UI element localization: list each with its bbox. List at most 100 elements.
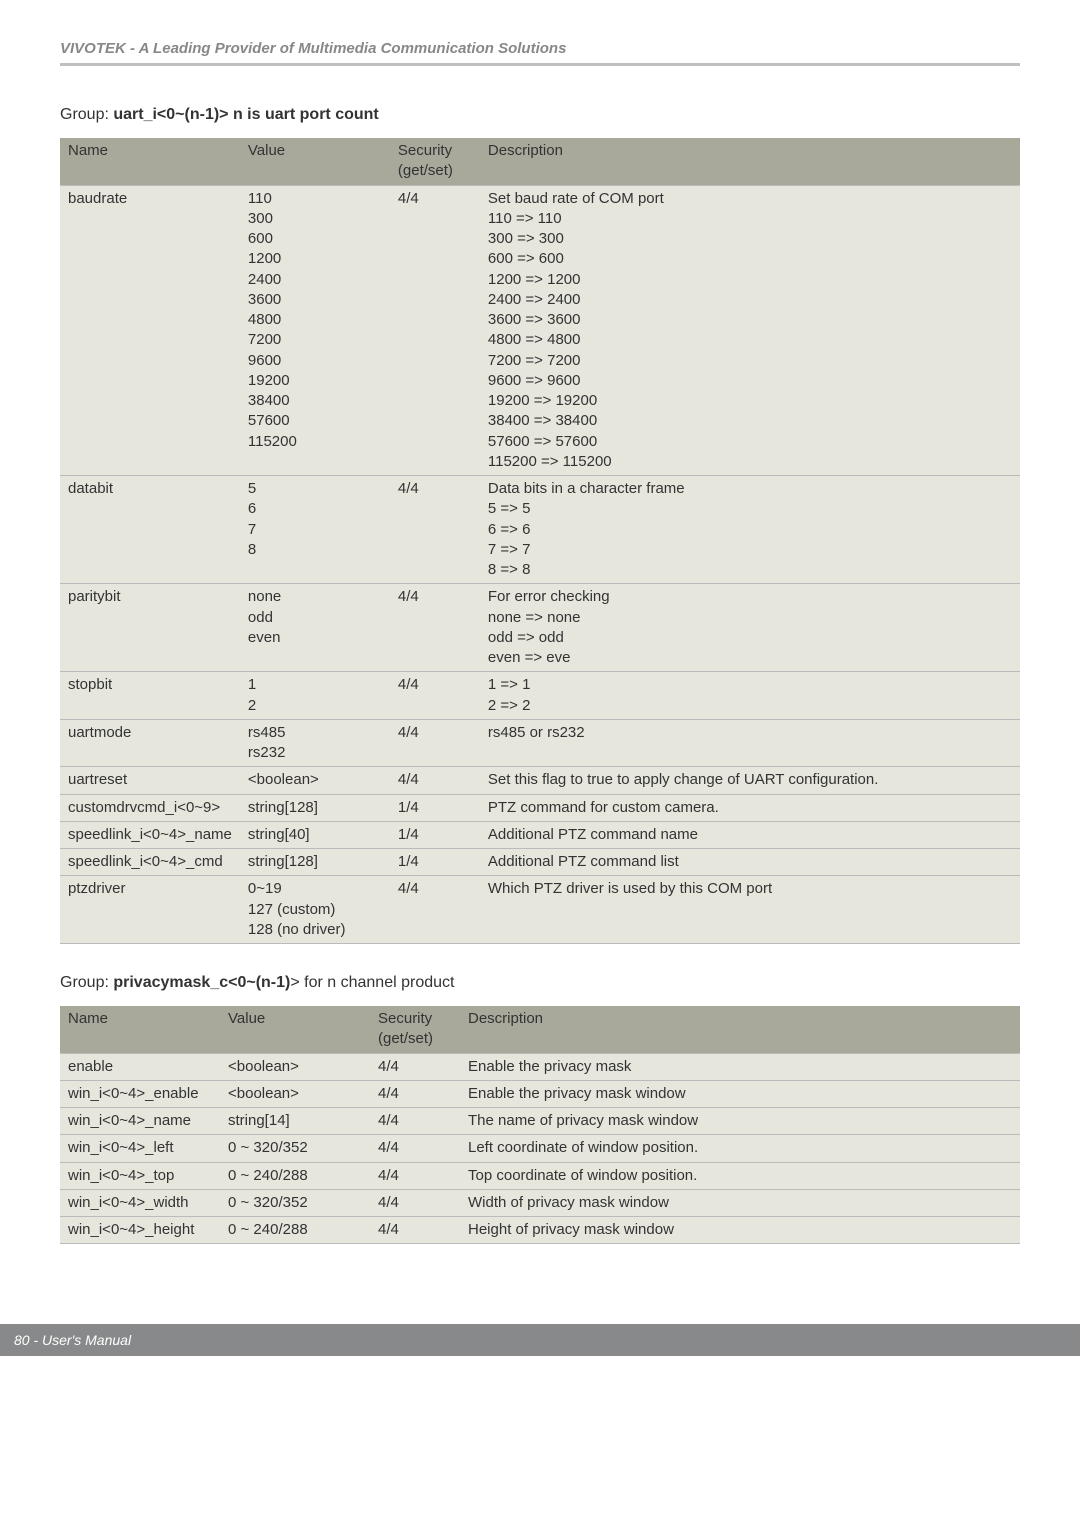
cell-description: PTZ command for custom camera. <box>480 794 1020 821</box>
table-row: win_i<0~4>_width0 ~ 320/3524/4Width of p… <box>60 1189 1020 1216</box>
cell-value: 0 ~ 240/288 <box>220 1217 370 1244</box>
uart-title-prefix: Group: <box>60 106 113 123</box>
uart-group-title: Group: uart_i<0~(n-1)> n is uart port co… <box>60 106 1020 124</box>
cell-description: Enable the privacy mask <box>460 1053 1020 1080</box>
cell-value: <boolean> <box>240 767 390 794</box>
cell-security: 1/4 <box>390 849 480 876</box>
cell-value: string[40] <box>240 821 390 848</box>
col-name-header: Name <box>60 138 240 185</box>
uart-table: Name Value Security (get/set) Descriptio… <box>60 138 1020 944</box>
col-value-header: Value <box>220 1006 370 1053</box>
cell-name: databit <box>60 476 240 584</box>
cell-description: Set this flag to true to apply change of… <box>480 767 1020 794</box>
cell-name: paritybit <box>60 584 240 672</box>
cell-security: 4/4 <box>390 767 480 794</box>
col-security-header: Security (get/set) <box>390 138 480 185</box>
table-row: uartmoders485 rs2324/4rs485 or rs232 <box>60 719 1020 767</box>
cell-name: win_i<0~4>_height <box>60 1217 220 1244</box>
cell-value: 1 2 <box>240 672 390 720</box>
cell-name: customdrvcmd_i<0~9> <box>60 794 240 821</box>
table-row: stopbit1 24/4 1 => 1 2 => 2 <box>60 672 1020 720</box>
cell-security: 4/4 <box>390 719 480 767</box>
table-row: customdrvcmd_i<0~9>string[128]1/4PTZ com… <box>60 794 1020 821</box>
cell-name: uartreset <box>60 767 240 794</box>
col-description-header: Description <box>480 138 1020 185</box>
cell-value: string[14] <box>220 1108 370 1135</box>
cell-description: The name of privacy mask window <box>460 1108 1020 1135</box>
cell-description: Height of privacy mask window <box>460 1217 1020 1244</box>
table-row: win_i<0~4>_enable<boolean>4/4Enable the … <box>60 1080 1020 1107</box>
col-description-header: Description <box>460 1006 1020 1053</box>
cell-description: Which PTZ driver is used by this COM por… <box>480 876 1020 944</box>
cell-security: 4/4 <box>370 1053 460 1080</box>
table-row: speedlink_i<0~4>_cmdstring[128]1/4Additi… <box>60 849 1020 876</box>
cell-value: 0 ~ 320/352 <box>220 1189 370 1216</box>
cell-security: 4/4 <box>390 185 480 476</box>
cell-name: enable <box>60 1053 220 1080</box>
cell-value: 5 6 7 8 <box>240 476 390 584</box>
cell-value: string[128] <box>240 794 390 821</box>
cell-description: Additional PTZ command name <box>480 821 1020 848</box>
cell-security: 4/4 <box>390 476 480 584</box>
cell-description: Additional PTZ command list <box>480 849 1020 876</box>
table-row: win_i<0~4>_left0 ~ 320/3524/4Left coordi… <box>60 1135 1020 1162</box>
cell-name: win_i<0~4>_width <box>60 1189 220 1216</box>
cell-value: 110 300 600 1200 2400 3600 4800 7200 960… <box>240 185 390 476</box>
col-security-header: Security (get/set) <box>370 1006 460 1053</box>
cell-security: 4/4 <box>370 1162 460 1189</box>
privacymask-group-title: Group: privacymask_c<0~(n-1)> for n chan… <box>60 974 1020 992</box>
cell-security: 4/4 <box>390 876 480 944</box>
cell-value: <boolean> <box>220 1053 370 1080</box>
uart-table-body: baudrate110 300 600 1200 2400 3600 4800 … <box>60 185 1020 944</box>
table-header-row: Name Value Security (get/set) Descriptio… <box>60 1006 1020 1053</box>
cell-value: string[128] <box>240 849 390 876</box>
cell-security: 4/4 <box>370 1080 460 1107</box>
cell-security: 4/4 <box>370 1135 460 1162</box>
table-row: win_i<0~4>_namestring[14]4/4The name of … <box>60 1108 1020 1135</box>
cell-name: win_i<0~4>_enable <box>60 1080 220 1107</box>
cell-value: <boolean> <box>220 1080 370 1107</box>
page-header: VIVOTEK - A Leading Provider of Multimed… <box>60 40 1020 66</box>
privacymask-title-prefix: Group: <box>60 974 113 991</box>
cell-description: Enable the privacy mask window <box>460 1080 1020 1107</box>
cell-name: win_i<0~4>_left <box>60 1135 220 1162</box>
col-value-header: Value <box>240 138 390 185</box>
cell-name: uartmode <box>60 719 240 767</box>
cell-description: rs485 or rs232 <box>480 719 1020 767</box>
cell-description: Width of privacy mask window <box>460 1189 1020 1216</box>
table-row: win_i<0~4>_height0 ~ 240/2884/4Height of… <box>60 1217 1020 1244</box>
cell-description: 1 => 1 2 => 2 <box>480 672 1020 720</box>
cell-name: baudrate <box>60 185 240 476</box>
cell-name: ptzdriver <box>60 876 240 944</box>
cell-name: speedlink_i<0~4>_cmd <box>60 849 240 876</box>
cell-security: 1/4 <box>390 794 480 821</box>
uart-title-bold: uart_i<0~(n-1)> n is uart port count <box>113 106 378 123</box>
cell-security: 4/4 <box>390 672 480 720</box>
cell-security: 4/4 <box>370 1108 460 1135</box>
cell-name: win_i<0~4>_top <box>60 1162 220 1189</box>
table-row: baudrate110 300 600 1200 2400 3600 4800 … <box>60 185 1020 476</box>
cell-description: Set baud rate of COM port 110 => 110 300… <box>480 185 1020 476</box>
cell-security: 1/4 <box>390 821 480 848</box>
privacymask-table: Name Value Security (get/set) Descriptio… <box>60 1006 1020 1244</box>
cell-name: win_i<0~4>_name <box>60 1108 220 1135</box>
table-row: ptzdriver0~19 127 (custom) 128 (no drive… <box>60 876 1020 944</box>
cell-description: For error checking none => none odd => o… <box>480 584 1020 672</box>
privacymask-table-body: enable<boolean>4/4Enable the privacy mas… <box>60 1053 1020 1244</box>
table-row: enable<boolean>4/4Enable the privacy mas… <box>60 1053 1020 1080</box>
col-name-header: Name <box>60 1006 220 1053</box>
table-row: uartreset<boolean>4/4Set this flag to tr… <box>60 767 1020 794</box>
table-row: paritybitnone odd even4/4For error check… <box>60 584 1020 672</box>
table-row: speedlink_i<0~4>_namestring[40]1/4Additi… <box>60 821 1020 848</box>
table-row: win_i<0~4>_top0 ~ 240/2884/4Top coordina… <box>60 1162 1020 1189</box>
table-row: databit5 6 7 84/4Data bits in a characte… <box>60 476 1020 584</box>
cell-value: 0 ~ 320/352 <box>220 1135 370 1162</box>
table-header-row: Name Value Security (get/set) Descriptio… <box>60 138 1020 185</box>
cell-value: none odd even <box>240 584 390 672</box>
cell-description: Top coordinate of window position. <box>460 1162 1020 1189</box>
cell-description: Data bits in a character frame 5 => 5 6 … <box>480 476 1020 584</box>
privacymask-title-bold: privacymask_c<0~(n-1) <box>113 974 290 991</box>
cell-name: stopbit <box>60 672 240 720</box>
cell-value: rs485 rs232 <box>240 719 390 767</box>
cell-security: 4/4 <box>370 1217 460 1244</box>
